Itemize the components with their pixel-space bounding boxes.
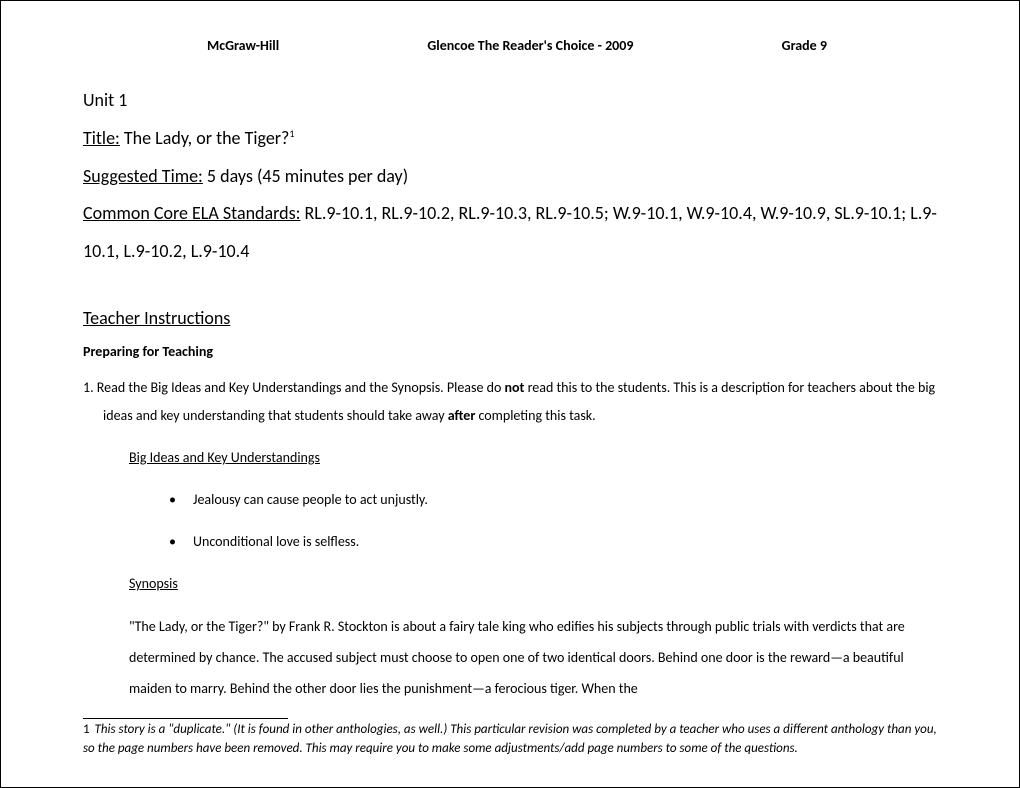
item-text-1: Read the Big Ideas and Key Understanding… — [97, 379, 505, 396]
standards-label: Common Core ELA Standards: — [83, 202, 300, 224]
synopsis-heading: Synopsis — [129, 570, 937, 598]
item-number: 1. — [83, 379, 97, 396]
time-value: 5 days (45 minutes per day) — [203, 165, 408, 187]
title-line: Title: The Lady, or the Tiger?1 — [83, 120, 937, 158]
title-value: The Lady, or the Tiger? — [120, 127, 290, 149]
header-publisher: McGraw-Hill — [207, 37, 279, 54]
instruction-item-1: 1. Read the Big Ideas and Key Understand… — [83, 374, 937, 430]
teacher-instructions-heading: Teacher Instructions — [83, 307, 937, 329]
footnote-number: 1 — [83, 722, 90, 737]
header-grade: Grade 9 — [782, 37, 827, 54]
page-header: McGraw-Hill Glencoe The Reader's Choice … — [83, 37, 937, 54]
time-label: Suggested Time: — [83, 165, 203, 187]
footnote-marker: 1 — [289, 127, 294, 140]
header-book-title: Glencoe The Reader's Choice - 2009 — [427, 37, 633, 54]
synopsis-text: "The Lady, or the Tiger?" by Frank R. St… — [129, 612, 937, 704]
footnote-separator — [83, 718, 288, 719]
big-ideas-heading: Big Ideas and Key Understandings — [129, 444, 937, 472]
preparing-subheading: Preparing for Teaching — [83, 343, 937, 360]
footnote-text: This story is a "duplicate." (It is foun… — [83, 722, 937, 755]
suggested-time-line: Suggested Time: 5 days (45 minutes per d… — [83, 158, 937, 196]
bullet-item: Unconditional love is selfless. — [169, 528, 937, 556]
bullet-item: Jealousy can cause people to act unjustl… — [169, 486, 937, 514]
unit-label: Unit 1 — [83, 82, 937, 120]
title-label: Title: — [83, 127, 120, 149]
footnote: 1 This story is a "duplicate." (It is fo… — [83, 721, 937, 757]
bold-not: not — [505, 379, 525, 396]
document-page: McGraw-Hill Glencoe The Reader's Choice … — [0, 0, 1020, 788]
standards-line: Common Core ELA Standards: RL.9-10.1, RL… — [83, 195, 937, 271]
bold-after: after — [448, 407, 476, 424]
item-text-3: completing this task. — [475, 407, 595, 424]
